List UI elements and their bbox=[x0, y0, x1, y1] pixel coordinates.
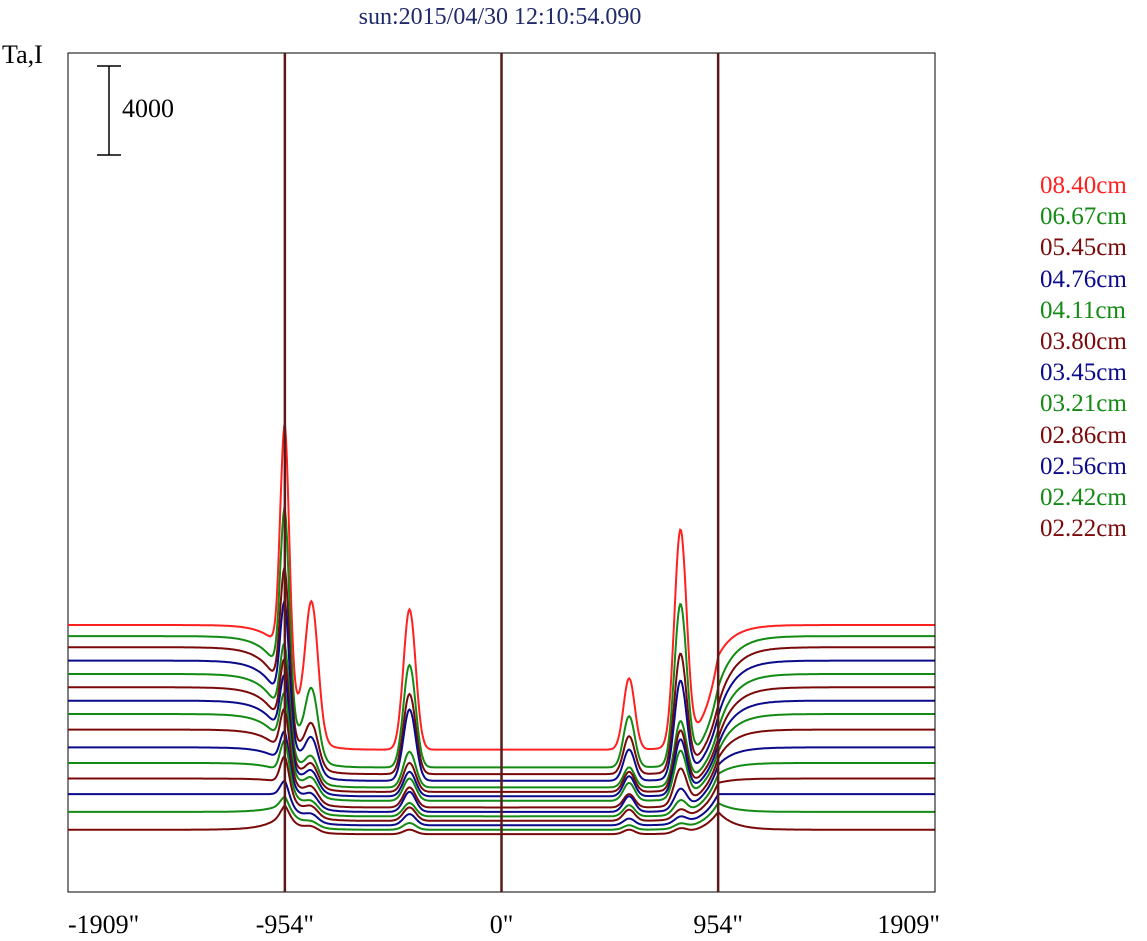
x-tick-label: 1909" bbox=[877, 910, 940, 939]
legend-item: 04.11cm bbox=[1040, 296, 1126, 324]
y-axis-label: Ta,I bbox=[2, 40, 43, 69]
chart-title: sun:2015/04/30 12:10:54.090 bbox=[358, 4, 642, 30]
legend-item: 03.21cm bbox=[1040, 390, 1127, 418]
x-tick-label: 0" bbox=[490, 910, 514, 939]
legend-item: 02.56cm bbox=[1040, 452, 1127, 480]
legend-item: 03.80cm bbox=[1040, 327, 1127, 355]
x-tick-label: -1909" bbox=[68, 910, 139, 939]
legend-item: 06.67cm bbox=[1040, 203, 1127, 231]
legend-item: 08.40cm bbox=[1040, 172, 1127, 199]
x-tick-label: 954" bbox=[693, 910, 743, 939]
legend-item: 02.42cm bbox=[1040, 483, 1127, 511]
scale-bar-label: 4000 bbox=[122, 94, 174, 123]
legend-item: 02.22cm bbox=[1040, 515, 1127, 543]
legend: 08.40cm 06.67cm 05.45cm 04.76cm 04.11cm 03.80… bbox=[1040, 170, 1127, 544]
profile-chart: 4000 -1909" -954" 0" 954" 1909" bbox=[67, 52, 940, 939]
legend-item: 02.86cm bbox=[1040, 421, 1127, 449]
legend-item: 03.45cm bbox=[1040, 359, 1127, 387]
legend-item: 04.76cm bbox=[1040, 265, 1127, 293]
scale-bar: 4000 bbox=[97, 65, 174, 156]
legend-item: 05.45cm bbox=[1040, 234, 1127, 262]
x-tick-label: -954" bbox=[256, 910, 314, 939]
